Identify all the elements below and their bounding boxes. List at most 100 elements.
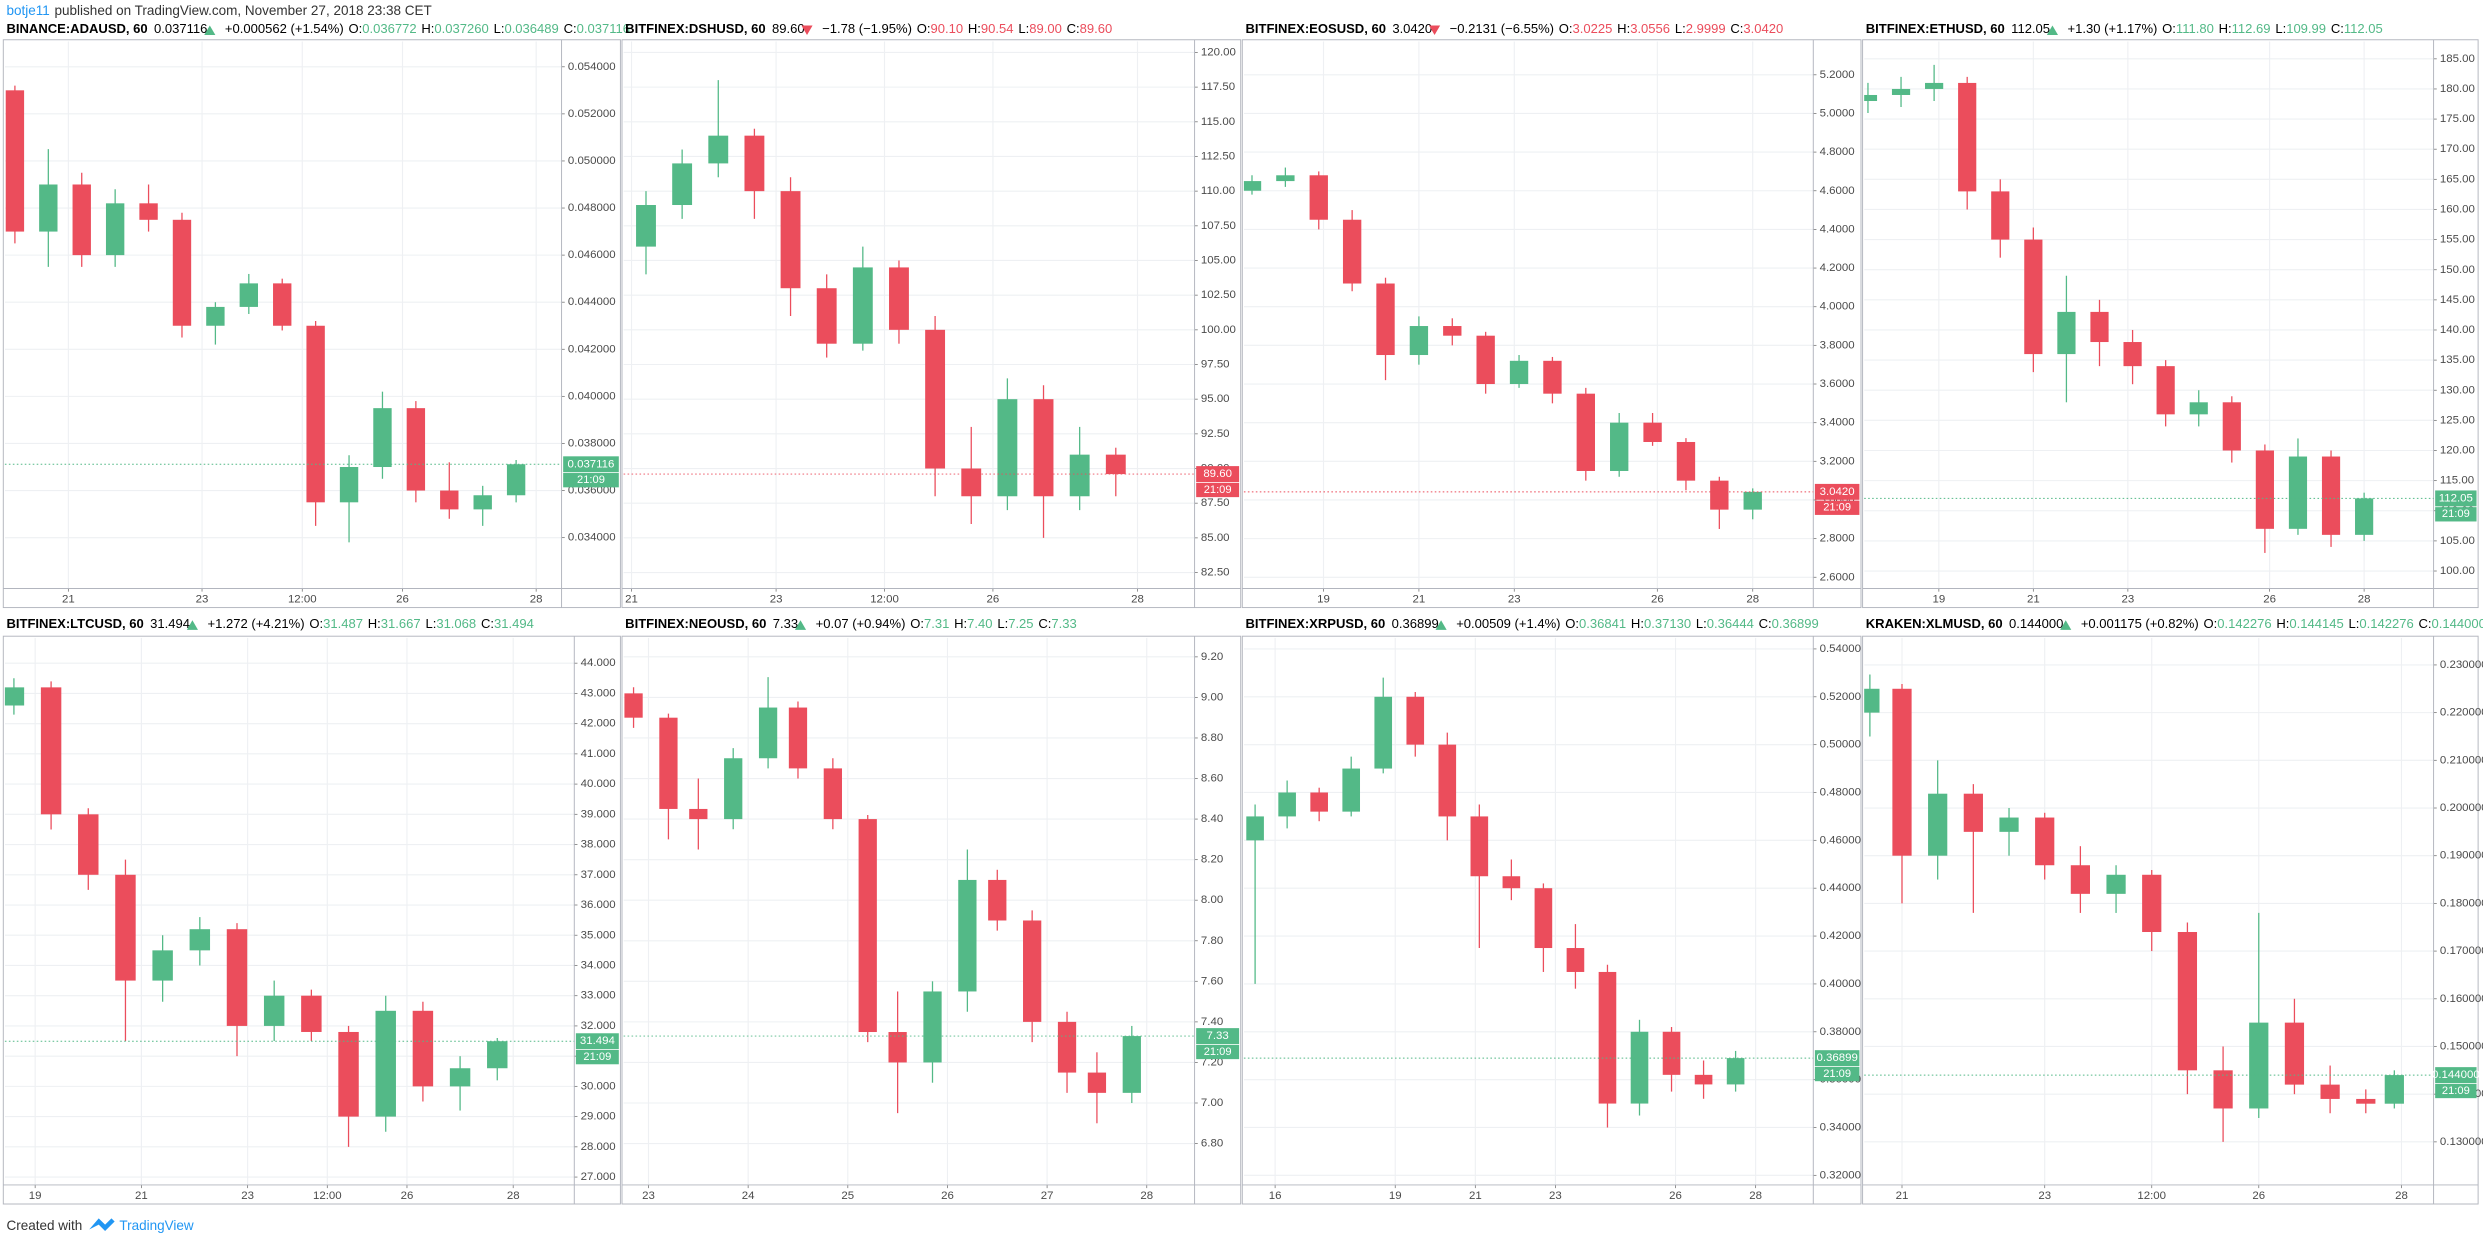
x-tick-label: 23: [1508, 594, 1521, 606]
price-tag: [1814, 483, 1860, 500]
stat-value: 0.036489: [504, 22, 558, 37]
candle-body: [961, 468, 982, 497]
chart-header: BINANCE:ADAUSD, 60 0.037116 +0.000562 (+1.…: [6, 22, 630, 37]
stat-label: C:: [1067, 22, 1080, 37]
candle-body: [1023, 920, 1042, 1022]
candle-body: [189, 929, 211, 951]
stat-label: O:: [349, 22, 363, 37]
candle-body: [1509, 360, 1529, 385]
candle-body: [115, 874, 136, 981]
y-tick-label: 0.046000: [568, 249, 616, 261]
y-tick-label: 40.000: [581, 778, 616, 790]
stat-label: L:: [2275, 22, 2286, 37]
y-tick-label: 0.180000: [2440, 897, 2483, 909]
chart-title: BITFINEX:ETHUSD, 60: [1866, 22, 2005, 37]
candle-body: [449, 1068, 471, 1087]
y-tick-label: 160.00: [2440, 204, 2475, 216]
candle-body: [1276, 175, 1295, 182]
countdown-label: 21:09: [2442, 508, 2470, 520]
candle-body: [1243, 181, 1262, 191]
stat-value: 2.9999: [1686, 22, 1726, 37]
y-tick-label: 27.000: [581, 1171, 616, 1183]
candle-body: [708, 135, 729, 164]
candle-body: [988, 879, 1007, 921]
y-tick-label: 0.054000: [568, 61, 616, 73]
candle-body: [2142, 874, 2162, 933]
footer-brand[interactable]: TradingView: [119, 1218, 194, 1233]
y-tick-label: 8.00: [1201, 894, 1223, 906]
y-tick-label: 7.80: [1201, 935, 1223, 947]
footer-text: Created with: [6, 1218, 82, 1233]
candle-body: [2321, 456, 2341, 535]
price-tag-label: 31.494: [580, 1035, 616, 1047]
y-tick-label: 170.00: [2440, 143, 2475, 155]
countdown-label: 21:09: [1204, 484, 1232, 496]
candle-body: [1991, 191, 2010, 240]
candle-body: [239, 283, 258, 307]
candle-body: [816, 288, 837, 344]
candle-body: [1999, 817, 2019, 832]
y-tick-label: 165.00: [2440, 173, 2475, 185]
chart-header: KRAKEN:XLMUSD, 60 0.144000 +0.001175 (+0.8…: [1866, 617, 2483, 632]
countdown-tag: [575, 1049, 619, 1065]
y-tick-label: 175.00: [2440, 113, 2475, 125]
y-tick-label: 112.50: [1201, 150, 1235, 162]
candle-body: [780, 191, 801, 289]
user[interactable]: botje11: [6, 3, 49, 18]
candle-body: [1864, 94, 1878, 102]
candle-body: [273, 283, 292, 326]
y-tick-label: 5.0000: [1820, 107, 1855, 119]
stat-label: O:: [1565, 617, 1579, 632]
countdown-tag: [1814, 500, 1860, 515]
stat-label: O:: [917, 22, 931, 37]
y-tick-label: 92.50: [1201, 428, 1230, 440]
candle-body: [823, 768, 842, 820]
stat-label: O:: [309, 617, 323, 632]
stat-value: 7.40: [967, 617, 992, 632]
candle-body: [263, 995, 285, 1026]
stat-value: 7.31: [924, 617, 949, 632]
candle-body: [1630, 1031, 1649, 1104]
x-tick-label: 21: [2027, 594, 2040, 606]
x-tick-label: 23: [1549, 1190, 1562, 1202]
candle-body: [624, 693, 643, 718]
y-tick-label: 0.46000: [1820, 834, 1861, 846]
stat-label: L:: [1675, 22, 1686, 37]
stat-label: C:: [564, 22, 577, 37]
x-tick-label: 26: [401, 1190, 414, 1202]
stat-value: 0.37130: [1644, 617, 1691, 632]
last-price: 0.037116: [154, 22, 207, 37]
stat-label: L:: [2349, 617, 2360, 632]
y-tick-label: 8.20: [1201, 854, 1223, 866]
candle-body: [2123, 342, 2142, 367]
candle-body: [1891, 88, 1911, 95]
candle-body: [1310, 792, 1328, 812]
candle-body: [72, 184, 91, 256]
y-tick-label: 33.000: [581, 990, 616, 1002]
candle-body: [1726, 1058, 1745, 1085]
stat-value: 0.36444: [1707, 617, 1754, 632]
x-tick-label: 28: [530, 594, 543, 606]
y-tick-label: 97.50: [1201, 359, 1230, 371]
price-tag: [563, 456, 619, 473]
candle-body: [852, 267, 873, 344]
y-tick-label: 0.38000: [1820, 1026, 1861, 1038]
stat-label: H:: [2219, 22, 2232, 37]
stat-value: 112.69: [2232, 22, 2271, 37]
candle-body: [1743, 491, 1762, 510]
y-tick-label: 87.50: [1201, 497, 1230, 509]
stat-label: L:: [1696, 617, 1707, 632]
candle-body: [997, 399, 1018, 497]
x-tick-label: 19: [29, 1190, 42, 1202]
trend-arrow: [2046, 25, 2059, 35]
panel-frame: [1241, 39, 1862, 609]
candle-body: [889, 267, 909, 330]
stat-value: 0.036772: [362, 22, 416, 37]
y-tick-label: 0.34000: [1820, 1122, 1861, 1134]
y-tick-label: 0.54000: [1820, 643, 1861, 655]
stat-label: C:: [1038, 617, 1051, 632]
y-tick-label: 0.32000: [1820, 1169, 1861, 1181]
candle-body: [1069, 454, 1090, 497]
y-tick-label: 4.2000: [1820, 262, 1855, 274]
